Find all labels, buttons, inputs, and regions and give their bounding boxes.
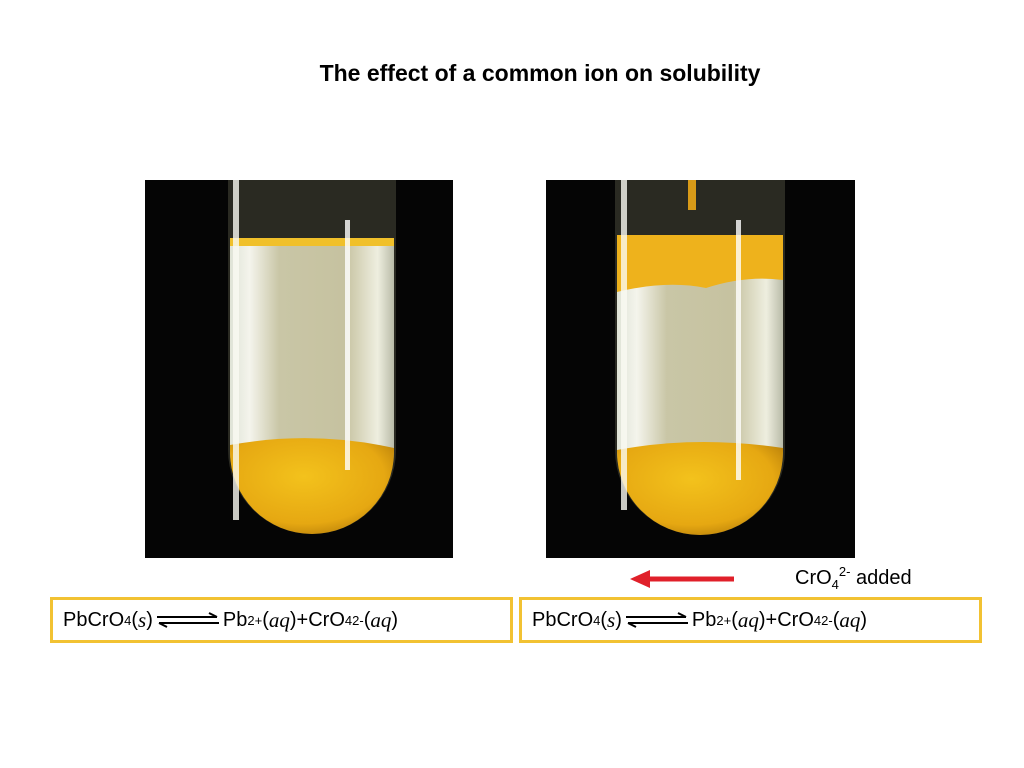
subscript: 4 <box>813 612 822 628</box>
state: ( <box>131 608 139 631</box>
state: aq <box>268 607 290 632</box>
test-tube-photo <box>546 180 855 558</box>
state: ) <box>146 608 153 631</box>
subscript: 4 <box>593 612 601 628</box>
slide-title: The effect of a common ion on solubility <box>319 60 761 86</box>
test-tube-photo <box>145 180 453 558</box>
annotation-text: added <box>856 567 912 589</box>
state: ( <box>731 608 738 631</box>
state: aq <box>839 607 861 632</box>
state: ) <box>391 608 399 631</box>
charge: 2+ <box>716 612 732 628</box>
state: ) <box>860 608 868 631</box>
plus-sign: + <box>296 608 309 631</box>
charge: 2- <box>352 612 364 628</box>
subscript: 4 <box>344 612 353 628</box>
formula: Pb <box>691 608 717 631</box>
formula: PbCrO <box>63 608 125 631</box>
state: s <box>138 607 147 632</box>
charge: 2+ <box>247 612 263 628</box>
state: aq <box>737 607 759 632</box>
equilibrium-arrow <box>625 612 688 628</box>
charge: 2- <box>838 564 851 579</box>
state: ( <box>832 608 840 631</box>
state: ( <box>600 608 608 631</box>
charge: 2- <box>821 612 833 628</box>
state: aq <box>370 607 392 632</box>
state: s <box>607 607 616 632</box>
state: ( <box>363 608 371 631</box>
subscript: 4 <box>124 612 132 628</box>
state: ) <box>758 608 766 631</box>
state: ) <box>289 608 297 631</box>
equation-box: PbCrO 4(s) Pb 2+(aq) + CrO 4 2-(aq) <box>519 597 982 643</box>
state: ( <box>262 608 269 631</box>
formula: CrO <box>777 608 814 631</box>
subscript: 4 <box>831 577 839 592</box>
shift-arrow <box>630 570 734 588</box>
formula: PbCrO <box>532 608 594 631</box>
annotation: CrO42- added <box>795 564 912 592</box>
formula: Pb <box>222 608 248 631</box>
equilibrium-arrow <box>156 612 219 628</box>
state: ) <box>615 608 622 631</box>
formula: CrO <box>308 608 345 631</box>
formula: CrO <box>795 567 832 589</box>
equation-box: PbCrO 4(s) Pb 2+(aq) + CrO 4 2-(aq) <box>50 597 513 643</box>
plus-sign: + <box>765 608 778 631</box>
